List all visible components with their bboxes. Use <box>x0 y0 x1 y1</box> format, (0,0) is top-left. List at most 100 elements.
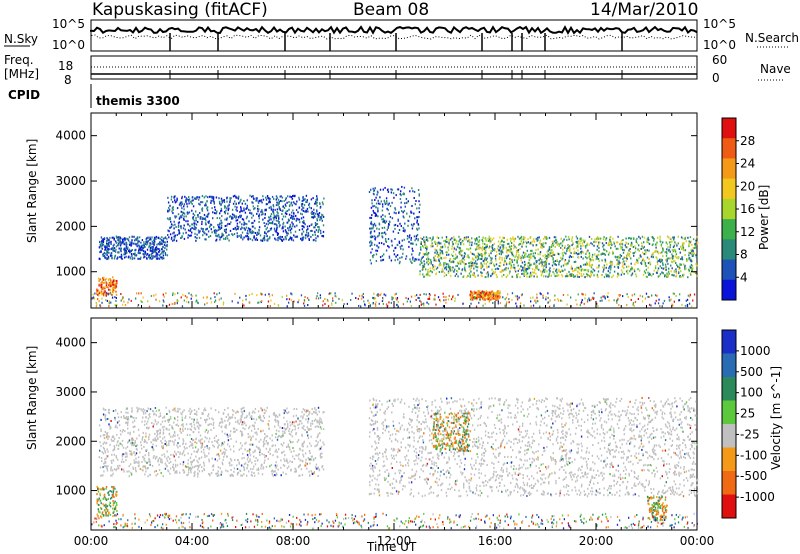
echo-cell <box>652 273 654 276</box>
echo-cell <box>302 238 304 241</box>
nsky-tick-top: 10^5 <box>52 17 85 31</box>
echo-cell <box>97 490 100 493</box>
echo-cell <box>253 198 255 200</box>
echo-cell <box>503 261 505 264</box>
echo-cell <box>129 450 131 452</box>
echo-cell <box>482 247 484 250</box>
echo-cell <box>317 229 320 232</box>
echo-cell <box>515 255 517 258</box>
echo-cell <box>604 248 606 251</box>
echo-cell <box>676 264 678 267</box>
echo-cell <box>375 249 377 252</box>
echo-cell <box>448 266 450 269</box>
echo-cell <box>245 222 247 225</box>
echo-cell <box>377 202 380 205</box>
echo-cell <box>395 212 397 215</box>
echo-cell <box>596 256 598 259</box>
echo-cell <box>318 419 320 422</box>
echo-cell <box>205 195 207 198</box>
echo-cell <box>116 493 118 496</box>
echo-cell <box>228 239 230 242</box>
echo-cell <box>291 204 293 207</box>
noise-cell <box>470 302 472 305</box>
echo-cell <box>280 474 282 477</box>
echo-cell <box>640 247 643 250</box>
echo-cell <box>277 237 279 239</box>
echo-cell <box>422 268 424 270</box>
echo-cell <box>384 186 386 189</box>
echo-cell <box>204 238 206 241</box>
echo-cell <box>473 264 475 267</box>
echo-cell <box>243 200 245 202</box>
echo-cell <box>103 290 106 293</box>
echo-cell <box>406 237 409 240</box>
echo-cell <box>105 487 107 490</box>
echo-cell <box>163 250 165 253</box>
echo-cell <box>591 237 593 240</box>
echo-cell <box>241 218 244 221</box>
echo-cell <box>109 513 112 516</box>
echo-cell <box>190 228 192 231</box>
echo-cell <box>120 242 122 245</box>
echo-cell <box>223 237 225 240</box>
echo-cell <box>501 257 503 259</box>
echo-cell <box>559 271 562 273</box>
echo-cell <box>591 243 594 246</box>
echo-cell <box>289 195 291 198</box>
echo-cell <box>568 275 570 278</box>
echo-cell <box>290 216 292 219</box>
echo-cell <box>633 238 635 240</box>
noise-cell <box>264 293 266 296</box>
echo-cell <box>229 229 232 232</box>
cbar-swatch <box>722 259 736 281</box>
echo-cell <box>491 249 493 252</box>
noise-cell <box>457 293 459 296</box>
echo-cell <box>558 243 560 246</box>
echo-cell <box>213 226 215 229</box>
echo-cell <box>449 269 452 272</box>
echo-cell <box>397 232 400 234</box>
echo-cell <box>107 243 109 246</box>
echo-cell <box>181 201 183 204</box>
echo-cell <box>255 238 257 241</box>
noise-cell <box>686 298 689 301</box>
echo-cell <box>301 228 304 231</box>
noise-cell <box>439 300 442 303</box>
echo-cell <box>619 253 621 256</box>
echo-cell <box>134 249 136 252</box>
echo-cell <box>693 271 695 274</box>
echo-cell <box>214 409 217 412</box>
echo-cell <box>432 267 434 270</box>
echo-cell <box>234 194 236 197</box>
echo-cell <box>142 247 145 249</box>
echo-cell <box>96 289 99 292</box>
echo-cell <box>491 292 493 295</box>
echo-cell <box>452 260 455 263</box>
echo-cell <box>459 238 461 241</box>
echo-cell <box>564 246 566 249</box>
noise-cell <box>108 302 110 305</box>
echo-cell <box>661 271 663 274</box>
echo-cell <box>282 230 285 233</box>
echo-cell <box>124 430 126 433</box>
noise-cell <box>155 298 157 301</box>
noise-cell <box>308 298 310 301</box>
echo-cell <box>521 245 523 248</box>
noise-cell <box>95 301 97 304</box>
echo-cell <box>169 226 171 229</box>
echo-cell <box>322 215 325 218</box>
echo-cell <box>104 290 106 293</box>
power-cbar-label: Power [dB] <box>757 185 771 250</box>
echo-cell <box>659 251 661 254</box>
echo-cell <box>144 460 146 463</box>
echo-cell <box>200 201 202 204</box>
echo-cell <box>562 254 564 257</box>
echo-cell <box>293 450 295 453</box>
noise-cell <box>684 304 687 307</box>
echo-cell <box>518 237 521 240</box>
echo-cell <box>633 268 636 271</box>
echo-cell <box>484 294 486 297</box>
echo-cell <box>114 500 116 503</box>
echo-cell <box>312 234 314 236</box>
